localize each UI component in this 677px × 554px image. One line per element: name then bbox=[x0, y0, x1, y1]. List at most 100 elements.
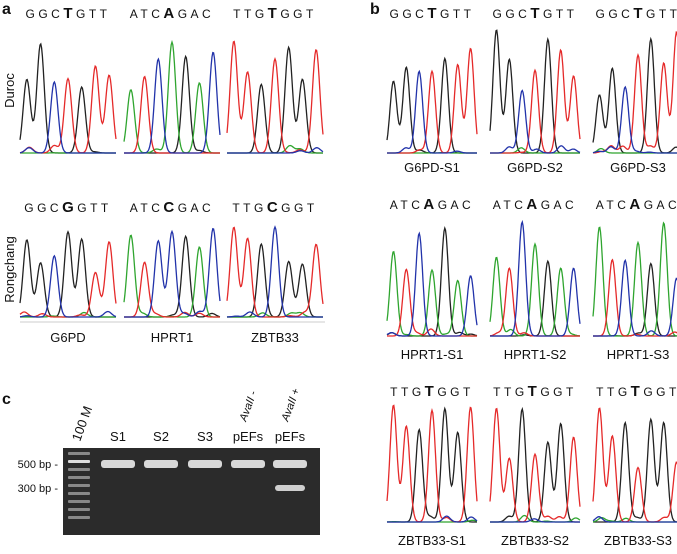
variant-base: T bbox=[425, 383, 438, 400]
ladder-band bbox=[68, 476, 90, 479]
variant-base: A bbox=[629, 196, 643, 213]
enzyme-name: AvaII bbox=[237, 396, 257, 424]
row-label: Rongchang bbox=[2, 236, 17, 303]
variant-base: T bbox=[427, 5, 440, 22]
variant-base: T bbox=[530, 5, 543, 22]
sequence: ATCAGAC bbox=[130, 5, 214, 22]
trace-G bbox=[20, 232, 116, 317]
enzyme-name: AvaII bbox=[279, 396, 299, 424]
ladder-band bbox=[68, 516, 90, 519]
band bbox=[275, 485, 305, 491]
panel-label: c bbox=[2, 391, 11, 408]
trace-T bbox=[593, 32, 677, 153]
ladder-band bbox=[68, 468, 90, 471]
size-label: 300 bp - bbox=[18, 483, 59, 495]
variant-base: T bbox=[528, 383, 541, 400]
sample-label: ZBTB33-S2 bbox=[501, 533, 569, 548]
sequence-part: GGC bbox=[389, 7, 427, 21]
sequence: GGCTGTT bbox=[389, 5, 474, 22]
gene-label: G6PD bbox=[50, 330, 85, 345]
sequence-part: GAC bbox=[178, 7, 215, 21]
gene-label: HPRT1 bbox=[151, 330, 193, 345]
trace-G bbox=[490, 409, 580, 522]
sample-label: G6PD-S3 bbox=[610, 160, 666, 175]
variant-base: T bbox=[631, 383, 644, 400]
sample-label: ZBTB33-S1 bbox=[398, 533, 466, 548]
band bbox=[273, 460, 307, 468]
trace-T bbox=[124, 262, 220, 317]
sequence-part: GTT bbox=[76, 7, 111, 21]
sequence-part: GTT bbox=[543, 7, 578, 21]
sample-label: ZBTB33-S3 bbox=[604, 533, 672, 548]
trace-G bbox=[490, 30, 580, 153]
trace-A bbox=[593, 223, 677, 336]
sequence-part: GGC bbox=[25, 7, 63, 21]
variant-base: C bbox=[267, 199, 281, 216]
sequence-part: GGC bbox=[492, 7, 530, 21]
sequence-part: GGT bbox=[437, 385, 474, 399]
sequence: GGCTGTT bbox=[492, 5, 577, 22]
sequence-part: GGC bbox=[24, 201, 62, 215]
sequence: GGCTGTT bbox=[25, 5, 110, 22]
trace-T bbox=[20, 242, 116, 317]
trace-T bbox=[227, 42, 323, 153]
sequence-part: ATC bbox=[130, 7, 164, 21]
ladder-band bbox=[68, 492, 90, 495]
sequence-part: GTT bbox=[77, 201, 112, 215]
band bbox=[188, 460, 222, 468]
sample-label: HPRT1-S2 bbox=[504, 347, 567, 362]
sequence: ATCAGAC bbox=[596, 196, 677, 213]
sequence: ATCAGAC bbox=[390, 196, 474, 213]
sequence-part: ATC bbox=[596, 198, 630, 212]
variant-base: C bbox=[163, 199, 177, 216]
sequence: ATCCGAC bbox=[130, 199, 214, 216]
ladder-band bbox=[68, 484, 90, 487]
sequence-part: TTG bbox=[596, 385, 631, 399]
ladder-band bbox=[68, 452, 90, 455]
band bbox=[231, 460, 265, 468]
sequence-part: GGT bbox=[280, 7, 317, 21]
sequence: GGCGGTT bbox=[24, 199, 112, 216]
variant-base: A bbox=[423, 196, 437, 213]
sequence-part: TTG bbox=[232, 201, 267, 215]
sequence-part: GGT bbox=[540, 385, 577, 399]
trace-G bbox=[20, 44, 116, 153]
variant-base: T bbox=[633, 5, 646, 22]
trace-T bbox=[490, 50, 580, 153]
marker-label: 100 M bbox=[69, 404, 95, 443]
sequence-part: ATC bbox=[390, 198, 424, 212]
gene-label: ZBTB33 bbox=[251, 330, 299, 345]
sequence-part: TTG bbox=[390, 385, 425, 399]
sequence-part: GGT bbox=[281, 201, 318, 215]
sequence: TTGCGGT bbox=[232, 199, 317, 216]
variant-base: T bbox=[63, 5, 76, 22]
sequence-part: GGC bbox=[595, 7, 633, 21]
lane-label: pEFs bbox=[233, 429, 264, 444]
sequence: GGCTGTT bbox=[595, 5, 677, 22]
size-label: 500 bp - bbox=[18, 459, 59, 471]
ladder-band bbox=[68, 508, 90, 511]
sequence: TTGTGGT bbox=[233, 5, 317, 22]
sample-label: HPRT1-S1 bbox=[401, 347, 464, 362]
variant-base: T bbox=[268, 5, 281, 22]
panel-label: a bbox=[2, 1, 11, 18]
trace-C bbox=[20, 256, 116, 317]
sample-label: G6PD-S2 bbox=[507, 160, 563, 175]
sequence: TTGTGGT bbox=[596, 383, 677, 400]
sequence: TTGTGGT bbox=[390, 383, 474, 400]
trace-T bbox=[387, 49, 477, 153]
enzyme-label: AvaII - bbox=[237, 389, 260, 424]
sequence-part: GTT bbox=[440, 7, 475, 21]
variant-base: A bbox=[526, 196, 540, 213]
trace-T bbox=[490, 409, 580, 522]
sequence-part: GAC bbox=[541, 198, 578, 212]
sequence: ATCAGAC bbox=[493, 196, 577, 213]
band bbox=[144, 460, 178, 468]
band bbox=[101, 460, 135, 468]
enzyme-label: AvaII + bbox=[279, 387, 302, 424]
trace-T bbox=[20, 66, 116, 153]
sequence-part: ATC bbox=[493, 198, 527, 212]
sequence-part: GAC bbox=[644, 198, 677, 212]
variant-base: G bbox=[62, 199, 77, 216]
